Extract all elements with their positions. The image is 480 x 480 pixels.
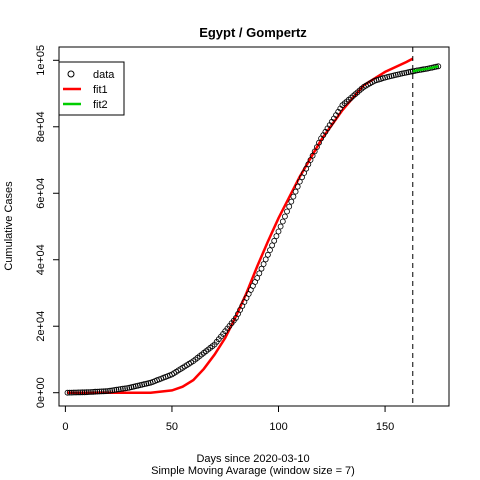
x-axis: 0 50 100 150 [62, 406, 394, 433]
y-tick-label: 0e+00 [35, 377, 47, 408]
data-point [392, 72, 399, 78]
data-point [107, 387, 113, 394]
data-point [75, 389, 82, 396]
data-point [267, 247, 273, 254]
data-point [403, 69, 410, 76]
y-tick-label: 8e+04 [35, 111, 47, 142]
data-point [269, 242, 276, 249]
data-point [79, 389, 86, 396]
data-point [132, 383, 139, 390]
data-point [256, 270, 263, 277]
data-point [120, 385, 126, 392]
x-tick-label: 100 [269, 421, 287, 433]
data-point [294, 183, 301, 190]
plot-area [64, 57, 442, 396]
legend-fit1-label: fit1 [93, 84, 108, 96]
x-tick-label: 0 [62, 421, 68, 433]
x-axis-sublabel: Simple Moving Avarage (window size = 7) [151, 465, 355, 477]
data-point [94, 388, 101, 395]
data-point [122, 385, 128, 392]
x-axis-label: Days since 2020-03-10 [196, 453, 309, 465]
data-point [388, 73, 395, 79]
data-point [73, 389, 79, 396]
data-point [105, 388, 111, 394]
data-point [292, 188, 299, 195]
data-point [81, 389, 88, 396]
legend-fit2-label: fit2 [93, 99, 108, 111]
data-point [284, 208, 290, 215]
data-point [281, 213, 288, 220]
data-point [288, 198, 295, 205]
data-point [64, 389, 71, 396]
data-point [141, 381, 148, 388]
data-point [68, 389, 75, 396]
data-point [273, 233, 280, 240]
y-axis-label: Cumulative Cases [3, 181, 15, 271]
data-point [386, 73, 393, 80]
data-point [397, 71, 403, 77]
y-tick-label: 2e+04 [35, 311, 47, 342]
data-point [109, 387, 116, 394]
legend-data-label: data [93, 69, 115, 81]
data-point [401, 70, 408, 76]
y-tick-label: 6e+04 [35, 178, 47, 209]
data-point [379, 75, 386, 82]
data-point [128, 384, 135, 391]
data-point [137, 382, 143, 389]
plot-frame [58, 46, 450, 407]
fit2-line [412, 65, 439, 73]
fit1-line [67, 57, 414, 394]
data-point [90, 388, 96, 395]
data-point [92, 388, 99, 395]
data-point [275, 228, 282, 235]
data-point [100, 388, 107, 395]
data-point [66, 389, 73, 396]
data-point [96, 388, 103, 395]
data-point [277, 223, 284, 230]
data-point [290, 193, 297, 200]
data-point [405, 69, 412, 76]
data-point [83, 389, 90, 396]
data-point [124, 385, 131, 392]
data-point [286, 203, 293, 210]
data-point [279, 218, 286, 225]
x-tick-label: 50 [166, 421, 178, 433]
data-point [88, 389, 94, 395]
data-point [126, 384, 133, 391]
data-point [98, 388, 105, 395]
data-point [262, 256, 269, 263]
data-point [143, 380, 150, 387]
data-point [113, 386, 120, 393]
data-point [271, 237, 278, 244]
data-point [77, 389, 84, 396]
legend-data-symbol [67, 70, 75, 78]
legend: data fit1 fit2 [58, 61, 125, 116]
data-point [71, 389, 77, 396]
data-point [85, 389, 92, 396]
y-axis: 0e+00 2e+04 4e+04 6e+04 8e+04 1e+05 [35, 45, 59, 408]
y-tick-label: 4e+04 [35, 244, 47, 275]
data-point [115, 386, 122, 393]
chart-title: Egypt / Gompertz [199, 25, 307, 40]
y-tick-label: 1e+05 [35, 45, 47, 76]
data-point [394, 71, 401, 78]
data-point [117, 386, 124, 392]
data-point [103, 388, 109, 395]
data-point [254, 275, 261, 281]
data-point [260, 261, 267, 268]
data-point [134, 382, 141, 389]
data-point [399, 70, 406, 77]
x-tick-label: 150 [376, 421, 394, 433]
data-point [258, 265, 265, 272]
data-point [264, 251, 271, 258]
data-point [111, 387, 118, 393]
